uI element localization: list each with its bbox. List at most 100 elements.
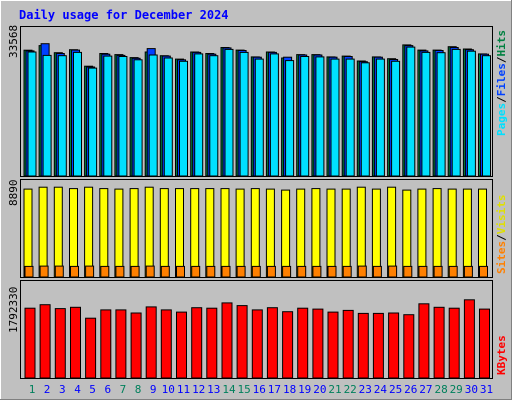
legend-sep-1: /: [495, 96, 508, 103]
x-tick-label: 14: [222, 383, 236, 396]
legend-hits: Hits: [495, 30, 508, 57]
legend-kbytes-group: KBytes: [495, 335, 508, 375]
bar-kbytes-3: [54, 308, 66, 379]
x-tick-label: 25: [389, 383, 402, 396]
x-tick-label: 29: [450, 383, 463, 396]
x-tick-label: 9: [150, 383, 157, 396]
x-tick-label: 18: [283, 383, 296, 396]
bar-kbytes-24: [372, 312, 384, 379]
bar-sites-1: [24, 265, 34, 278]
bar-pages-6: [103, 55, 113, 177]
bar-kbytes-16: [251, 309, 263, 379]
bar-pages-3: [57, 55, 67, 177]
bar-pages-17: [269, 53, 279, 177]
x-tick-label: 1: [29, 383, 36, 396]
bar-sites-16: [251, 265, 261, 278]
bar-visits-31: [478, 188, 487, 278]
bar-sites-17: [266, 265, 276, 278]
bar-visits-11: [175, 188, 184, 278]
bar-visits-17: [265, 188, 275, 278]
bar-pages-30: [466, 50, 476, 177]
bar-pages-14: [224, 48, 234, 177]
bar-visits-1: [23, 188, 33, 278]
bar-kbytes-21: [327, 311, 339, 379]
y-tick-hits: 33568: [7, 25, 20, 58]
bar-pages-29: [451, 48, 461, 177]
bar-kbytes-6: [100, 309, 112, 379]
bar-kbytes-29: [448, 307, 460, 379]
bar-pages-5: [88, 67, 98, 177]
bar-pages-28: [436, 52, 446, 177]
bar-sites-9: [145, 265, 155, 278]
bar-pages-21: [330, 58, 340, 177]
bar-sites-29: [448, 265, 458, 278]
bar-pages-8: [133, 59, 143, 177]
bar-sites-18: [282, 265, 292, 278]
bar-sites-13: [206, 265, 216, 278]
x-tick-label: 5: [89, 383, 96, 396]
bar-visits-30: [462, 188, 472, 278]
bar-pages-19: [300, 56, 310, 177]
bar-kbytes-12: [191, 307, 203, 379]
x-tick-label: 6: [104, 383, 111, 396]
x-tick-label: 11: [177, 383, 190, 396]
bar-kbytes-23: [357, 312, 369, 379]
legend-sep-3: /: [495, 234, 508, 241]
bars-hits-files-pages: [23, 43, 491, 177]
bar-kbytes-8: [130, 312, 142, 379]
x-tick-label: 27: [419, 383, 432, 396]
bar-visits-20: [311, 188, 321, 278]
bar-sites-28: [433, 265, 443, 278]
bar-pages-2: [42, 54, 52, 177]
bar-kbytes-7: [115, 309, 127, 379]
bar-sites-11: [176, 265, 185, 278]
bar-kbytes-19: [297, 307, 309, 379]
legend-sites: Sites: [495, 241, 508, 274]
legend-kbytes: KBytes: [495, 335, 508, 375]
x-tick-label: 4: [74, 383, 81, 396]
x-tick-label: 17: [268, 383, 281, 396]
svg-text:Sites/Visits: Sites/Visits: [495, 195, 508, 275]
bar-visits-23: [356, 186, 366, 278]
bar-pages-11: [179, 60, 188, 177]
bars-visits-sites: [23, 186, 488, 278]
bar-pages-15: [239, 51, 249, 177]
bar-visits-29: [447, 188, 457, 278]
bar-pages-26: [406, 46, 416, 177]
legend-pages: Pages: [495, 103, 508, 136]
bar-sites-23: [357, 265, 367, 278]
bar-pages-18: [285, 60, 295, 177]
bar-sites-21: [327, 265, 337, 278]
bar-visits-19: [296, 188, 306, 278]
bar-visits-28: [432, 188, 442, 278]
bar-sites-7: [115, 265, 125, 278]
bar-sites-12: [191, 265, 201, 278]
legend-sep-2: /: [495, 56, 508, 63]
legend-files: Files: [495, 63, 508, 96]
chart-title: Daily usage for December 2024: [19, 8, 229, 22]
bar-pages-1: [27, 51, 37, 177]
bar-kbytes-27: [418, 303, 430, 379]
bar-sites-19: [297, 265, 307, 278]
bar-sites-31: [479, 265, 488, 278]
x-tick-label: 15: [237, 383, 250, 396]
bar-sites-6: [100, 265, 110, 278]
bar-visits-18: [281, 189, 291, 278]
bar-visits-16: [250, 188, 260, 278]
bar-visits-14: [220, 188, 230, 278]
bar-kbytes-9: [145, 306, 157, 379]
x-tick-label: 3: [59, 383, 66, 396]
bar-sites-5: [85, 265, 95, 278]
bar-visits-13: [205, 188, 215, 278]
bar-sites-22: [342, 265, 352, 278]
x-tick-label: 31: [480, 383, 493, 396]
bar-visits-15: [235, 188, 245, 278]
bar-sites-4: [70, 265, 79, 278]
bar-sites-10: [160, 265, 170, 278]
bar-sites-25: [388, 265, 398, 278]
bar-pages-4: [73, 51, 82, 177]
bar-kbytes-11: [176, 311, 187, 379]
bar-kbytes-10: [160, 309, 172, 379]
x-tick-label: 2: [44, 383, 51, 396]
bar-sites-27: [418, 265, 428, 278]
